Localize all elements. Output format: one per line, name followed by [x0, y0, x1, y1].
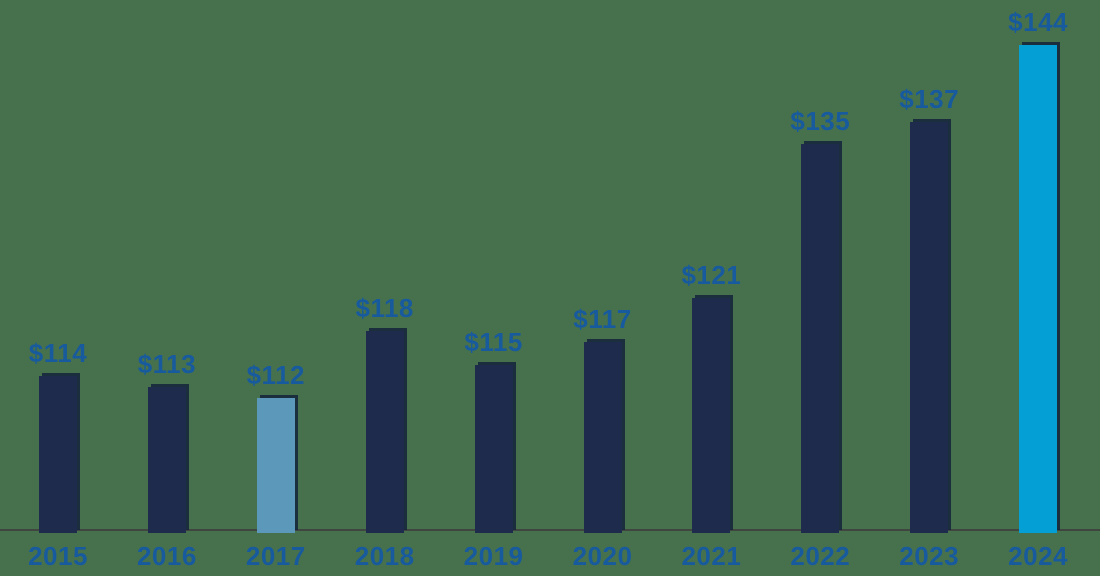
x-axis-line [0, 529, 1100, 531]
value-label-2022: $135 [790, 105, 851, 136]
bar-2021 [692, 298, 731, 533]
bar-2018 [365, 331, 404, 533]
bar-2023 [910, 121, 949, 533]
x-axis-label-2023: 2023 [899, 541, 960, 571]
x-axis-label-2015: 2015 [28, 541, 88, 571]
value-label-2024: $144 [1008, 6, 1069, 37]
x-axis-label-2021: 2021 [681, 541, 742, 571]
bar-2024 [1019, 44, 1058, 533]
x-axis-label-2024: 2024 [1008, 541, 1069, 571]
x-axis-label-2018: 2018 [354, 541, 415, 571]
value-label-2018: $118 [355, 293, 414, 324]
bar-2019 [474, 364, 513, 533]
value-label-2019: $115 [464, 326, 523, 357]
x-axis-label-2022: 2022 [790, 541, 851, 571]
bar-2015 [39, 375, 77, 533]
x-axis-label-2016: 2016 [136, 541, 197, 571]
x-axis-label-2020: 2020 [572, 541, 633, 571]
bar-2022 [801, 143, 840, 533]
value-label-2016: $113 [137, 348, 197, 379]
value-label-2021: $121 [681, 260, 742, 291]
value-label-2020: $117 [573, 304, 632, 335]
x-axis-label-2017: 2017 [245, 541, 306, 571]
x-axis-label-2019: 2019 [463, 541, 524, 571]
value-label-2023: $137 [899, 83, 960, 114]
bar-2020 [583, 342, 622, 533]
value-label-2015: $114 [28, 337, 88, 368]
bar-2016 [147, 386, 186, 533]
bar-2017 [256, 397, 295, 533]
value-label-2017: $112 [246, 359, 305, 390]
